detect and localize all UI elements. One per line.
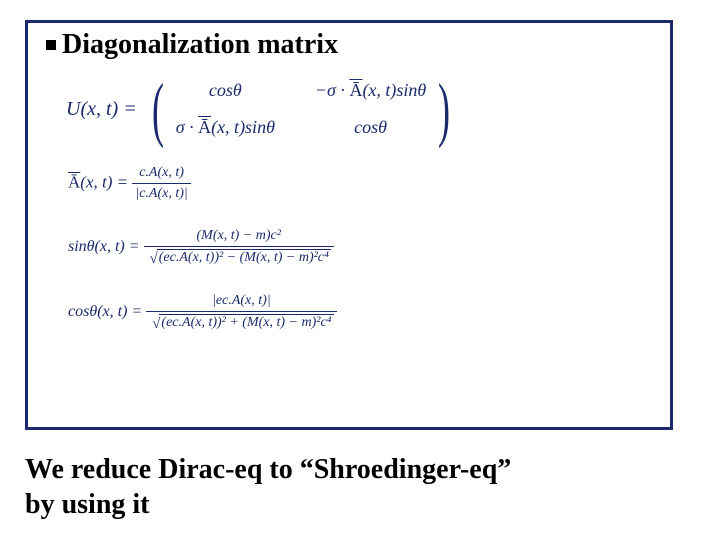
eq4-lhs: cosθ(x, t) = xyxy=(68,302,146,319)
footer-line2: by using it xyxy=(25,489,150,520)
eq4-sqrt: (ec.A(x, t))² + (M(x, t) − m)²c⁴ xyxy=(149,314,333,331)
title-text: Diagonalization matrix xyxy=(62,29,338,60)
eq3-lhs: sinθ(x, t) = xyxy=(68,238,144,255)
equation-3-sin: sinθ(x, t) = (M(x, t) − m)c² (ec.A(x, t)… xyxy=(68,228,652,266)
footer-text: We reduce Dirac-eq to “Shroedinger-eq” b… xyxy=(25,452,695,522)
matrix-grid: cosθ −σ · Ā(x, t)sinθ σ · Ā(x, t)sinθ co… xyxy=(170,80,433,138)
m11: cosθ xyxy=(176,80,275,101)
equation-box: Diagonalization matrix U(x, t) = ( cosθ … xyxy=(25,20,673,430)
eq4-den: (ec.A(x, t))² + (M(x, t) − m)²c⁴ xyxy=(146,312,336,331)
equations-area: U(x, t) = ( cosθ −σ · Ā(x, t)sinθ σ · Ā(… xyxy=(46,79,652,331)
equation-4-cos: cosθ(x, t) = |ec.A(x, t)| (ec.A(x, t))² … xyxy=(68,293,652,331)
eq4-num: |ec.A(x, t)| xyxy=(146,293,336,312)
eq3-den: (ec.A(x, t))² − (M(x, t) − m)²c⁴ xyxy=(144,247,334,266)
equation-2-Abar: Ā(x, t) = c.A(x, t) |c.A(x, t)| xyxy=(68,165,652,202)
matrix-wrap: ( cosθ −σ · Ā(x, t)sinθ σ · Ā(x, t)sinθ … xyxy=(146,79,457,139)
m12: −σ · Ā(x, t)sinθ xyxy=(315,80,426,101)
right-paren: ) xyxy=(438,79,450,139)
equation-1-matrix: U(x, t) = ( cosθ −σ · Ā(x, t)sinθ σ · Ā(… xyxy=(66,79,652,151)
footer-line1: We reduce Dirac-eq to “Shroedinger-eq” xyxy=(25,454,511,485)
eq3-fraction: (M(x, t) − m)c² (ec.A(x, t))² − (M(x, t)… xyxy=(144,228,334,266)
eq4-fraction: |ec.A(x, t)| (ec.A(x, t))² + (M(x, t) − … xyxy=(146,293,336,331)
box-title: Diagonalization matrix xyxy=(46,29,652,61)
eq2-fraction: c.A(x, t) |c.A(x, t)| xyxy=(132,165,190,202)
m22: cosθ xyxy=(315,117,426,138)
eq2-lhs: Ā(x, t) = xyxy=(68,173,132,192)
m21: σ · Ā(x, t)sinθ xyxy=(176,117,275,138)
left-paren: ( xyxy=(152,79,164,139)
eq3-num: (M(x, t) − m)c² xyxy=(144,228,334,247)
eq3-sqrt: (ec.A(x, t))² − (M(x, t) − m)²c⁴ xyxy=(147,249,331,266)
title-bullet xyxy=(46,40,56,50)
eq2-num: c.A(x, t) xyxy=(132,165,190,184)
eq2-den: |c.A(x, t)| xyxy=(132,184,190,202)
eq1-lhs: U(x, t) = xyxy=(66,98,142,120)
